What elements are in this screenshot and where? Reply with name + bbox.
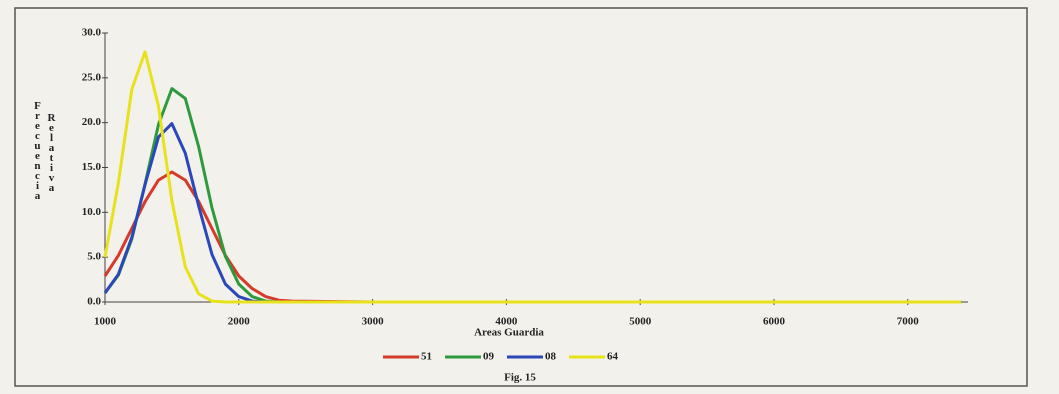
caption: Fig. 15	[504, 372, 536, 384]
y-tick-label: 10.0	[82, 206, 102, 218]
y-tick-label: 25.0	[82, 71, 102, 83]
y-tick-label: 20.0	[82, 116, 102, 128]
y-axis-label: Relativa	[45, 112, 57, 192]
x-tick-label: 1000	[94, 316, 117, 328]
frame	[14, 7, 1028, 387]
x-axis-label: Areas Guardia	[474, 327, 544, 339]
data-line	[103, 87, 962, 304]
legend-label: 51	[421, 351, 432, 363]
y-tick-label: 30.0	[82, 27, 102, 39]
x-tick-label: 6000	[763, 316, 786, 328]
data-line	[103, 50, 962, 304]
legend-label: 09	[483, 351, 495, 363]
y-tick-label: 15.0	[82, 161, 102, 173]
x-tick-label: 7000	[897, 316, 920, 328]
y-axis-label: Frecuencia	[31, 100, 43, 200]
x-tick-label: 5000	[629, 316, 652, 328]
x-tick-label: 2000	[228, 316, 251, 328]
y-tick-label: 0.0	[87, 296, 101, 308]
x-tick-label: 4000	[495, 316, 518, 328]
legend-label: 64	[607, 351, 619, 363]
data-line	[103, 170, 962, 304]
legend-label: 08	[545, 351, 557, 363]
x-tick-label: 3000	[362, 316, 385, 328]
y-tick-label: 5.0	[87, 251, 101, 263]
